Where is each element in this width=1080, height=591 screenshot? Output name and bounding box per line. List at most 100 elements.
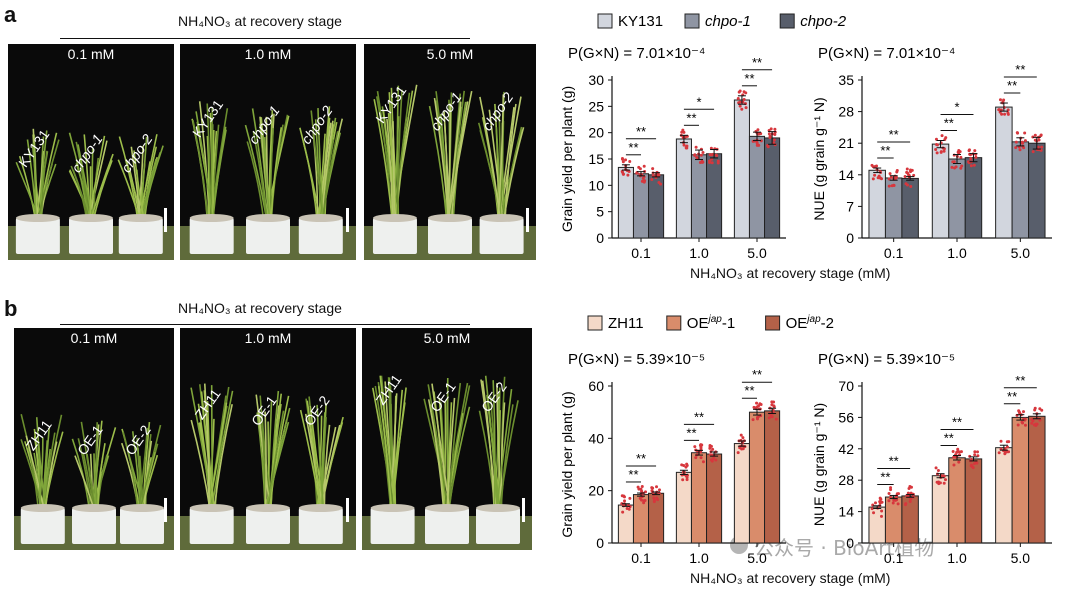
y-tick-label: 30 <box>588 72 604 88</box>
y-tick-label: 40 <box>588 430 604 446</box>
data-point <box>772 138 776 142</box>
data-point <box>895 170 899 174</box>
leaf <box>446 397 456 515</box>
data-point <box>912 173 916 177</box>
leaf <box>306 400 323 515</box>
data-points <box>620 494 632 514</box>
rice-plant <box>190 383 234 515</box>
x-tick-label: 5.0 <box>747 550 767 566</box>
data-points <box>997 98 1010 116</box>
leaf <box>481 117 500 225</box>
data-point <box>752 405 756 409</box>
data-point <box>973 149 977 153</box>
bar <box>995 106 1013 239</box>
leaf <box>427 399 445 515</box>
data-point <box>908 499 912 503</box>
significance-mark: ** <box>694 409 704 424</box>
data-point <box>755 141 759 145</box>
data-point <box>682 143 686 147</box>
pot-rim <box>246 504 290 512</box>
data-points <box>751 401 763 422</box>
data-point <box>759 403 763 407</box>
data-point <box>903 503 907 507</box>
data-points <box>693 145 705 165</box>
photo-concentration: 1.0 mM <box>244 46 292 62</box>
y-tick-label: 14 <box>838 167 854 183</box>
data-point <box>769 127 773 131</box>
rice-plant <box>255 390 291 515</box>
data-point <box>891 501 895 505</box>
data-point <box>935 151 939 155</box>
data-point <box>620 502 624 506</box>
pot <box>476 508 520 544</box>
data-point <box>944 136 948 140</box>
data-point <box>770 403 774 407</box>
data-point <box>942 481 946 485</box>
pot <box>189 218 234 254</box>
data-point <box>971 466 975 470</box>
y-tick-label: 0 <box>846 230 854 246</box>
bar <box>748 411 766 544</box>
data-point <box>1016 423 1020 427</box>
leaf <box>396 89 403 225</box>
leaf <box>427 384 450 515</box>
x-tick-label: 0.1 <box>884 245 904 261</box>
data-point <box>887 499 891 503</box>
data-point <box>874 164 878 168</box>
data-point <box>1023 131 1027 135</box>
legend-swatch <box>779 13 795 29</box>
data-point <box>973 453 977 457</box>
data-point <box>741 447 745 451</box>
pot <box>425 508 469 544</box>
significance-mark: ** <box>636 124 646 139</box>
y-tick-label: 60 <box>588 378 604 394</box>
data-point <box>625 507 629 511</box>
data-point <box>952 463 956 467</box>
pot <box>370 508 415 544</box>
data-point <box>624 158 628 162</box>
data-point <box>889 486 893 490</box>
leaf <box>264 411 267 515</box>
data-point <box>887 491 891 495</box>
plant-photo-drawing: ZH11 OE-1 OE-2 <box>362 371 532 550</box>
legend-swatch <box>666 315 682 331</box>
data-point <box>772 405 776 409</box>
photo-concentration: 5.0 mM <box>423 330 471 346</box>
leaf <box>192 119 209 225</box>
pot <box>246 508 290 544</box>
leaf <box>377 386 393 515</box>
data-point <box>909 170 913 174</box>
pot <box>15 218 60 254</box>
bar <box>764 137 781 239</box>
photo-concentration: 1.0 mM <box>244 330 292 346</box>
panel-a-header: NH₄NO₃ at recovery stage <box>178 13 342 29</box>
data-point <box>641 176 645 180</box>
data-point <box>1023 139 1027 143</box>
x-tick-label: 1.0 <box>947 245 967 261</box>
data-point <box>767 416 771 420</box>
bar <box>868 506 886 544</box>
y-tick-label: 25 <box>588 98 604 114</box>
data-point <box>751 418 755 422</box>
data-point <box>1020 140 1024 144</box>
pot-rim <box>479 214 524 222</box>
legend-swatch <box>597 13 613 29</box>
y-tick-label: 28 <box>838 472 854 488</box>
data-point <box>628 496 632 500</box>
data-point <box>739 433 743 437</box>
data-point <box>736 451 740 455</box>
y-tick-label: 35 <box>838 72 854 88</box>
bar <box>690 452 708 544</box>
rice-plant <box>423 377 471 515</box>
y-axis-label: NUE (g grain g⁻¹ N) <box>811 403 827 526</box>
data-point <box>620 157 624 161</box>
data-point <box>1017 409 1021 413</box>
pot-rim <box>189 214 234 222</box>
data-point <box>635 171 639 175</box>
significance-mark: ** <box>744 71 754 86</box>
data-point <box>896 492 900 496</box>
data-point <box>969 157 973 161</box>
panel-b-header: NH₄NO₃ at recovery stage <box>178 300 342 316</box>
significance-mark: * <box>696 94 701 109</box>
